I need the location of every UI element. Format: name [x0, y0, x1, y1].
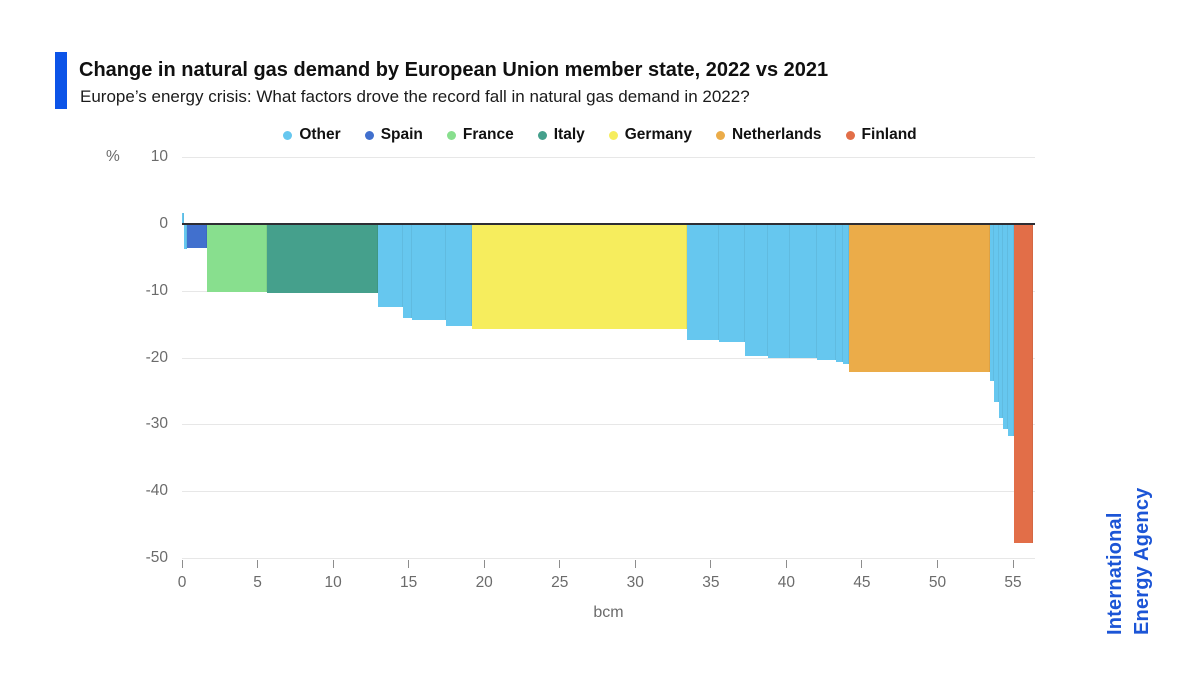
gridline-y--20 [182, 357, 1035, 359]
bar-italy [267, 224, 379, 294]
bar-other [790, 224, 818, 359]
legend-label: Germany [624, 126, 692, 143]
bar-france [206, 224, 268, 293]
bar-other [843, 224, 850, 365]
legend-swatch-icon [715, 130, 725, 140]
title-accent-bar [55, 52, 67, 109]
legend-item-spain: Spain [364, 126, 423, 144]
legend-item-germany: Germany [608, 126, 692, 144]
legend-item-italy: Italy [537, 126, 585, 144]
legend-item-other: Other [283, 126, 341, 144]
iea-wordmark: International Energy Agency [1102, 445, 1158, 635]
zero-line [182, 223, 1035, 225]
bar-other [767, 224, 791, 358]
x-tick-mark [257, 560, 259, 568]
legend-label: Finland [861, 126, 917, 143]
x-tick-mark [710, 560, 712, 568]
legend-swatch-icon [845, 130, 855, 140]
x-tick-label: 50 [928, 574, 947, 591]
bar-other [378, 224, 403, 307]
x-tick-mark [1012, 560, 1014, 568]
x-tick-label: 25 [551, 574, 569, 591]
bar-other [1007, 224, 1014, 437]
x-tick-label: 35 [702, 574, 720, 591]
bar-spain [186, 224, 207, 249]
x-tick-mark [181, 560, 183, 568]
legend-swatch-icon [283, 130, 293, 140]
legend-label: Italy [553, 126, 585, 143]
x-tick-mark [937, 560, 938, 568]
bar-other [446, 224, 473, 327]
x-tick-mark [408, 560, 410, 568]
x-tick-label: 0 [177, 574, 187, 591]
x-tick-mark [861, 560, 863, 568]
bar-other [994, 224, 999, 403]
x-axis-title: bcm [593, 604, 624, 621]
y-tick-label: 10 [150, 148, 168, 166]
bar-other [184, 224, 187, 250]
page-title: Change in natural gas demand by European… [79, 59, 829, 81]
x-tick-mark [559, 560, 561, 568]
legend: Other Spain France Italy Germany Netherlands F… [0, 124, 1200, 146]
legend-swatch-icon [364, 130, 374, 140]
bar-other [687, 224, 720, 340]
x-tick-label: 55 [1004, 574, 1022, 591]
iea-wordmark-line2: Energy Agency [1131, 487, 1153, 635]
x-tick-label: 20 [475, 574, 493, 591]
legend-label: Spain [380, 126, 423, 143]
y-tick-label: -20 [145, 348, 168, 366]
bar-other [989, 224, 995, 381]
bar-other [998, 224, 1004, 418]
x-tick-label: 40 [777, 574, 796, 591]
gridline-y-10 [182, 157, 1035, 159]
bar-other [817, 224, 836, 360]
y-axis-unit-label: % [106, 148, 120, 165]
bar-germany [472, 224, 688, 329]
y-tick-label: -50 [145, 549, 168, 566]
bar-other [182, 212, 185, 224]
x-tick-label: 5 [253, 574, 262, 591]
page-subtitle: Europe’s energy crisis: What factors dro… [80, 87, 750, 106]
y-tick-label: -10 [145, 281, 168, 299]
gridline-y--50 [182, 558, 1035, 559]
bar-other [835, 224, 844, 362]
y-tick-label: 0 [159, 215, 168, 232]
bar-other [719, 224, 745, 343]
bar-other [402, 224, 412, 318]
bar-netherlands [849, 224, 990, 373]
legend-item-finland: Finland [845, 126, 917, 144]
x-tick-mark [785, 560, 787, 568]
bar-other [1003, 224, 1008, 430]
y-tick-label: -30 [145, 415, 168, 433]
y-tick-label: -40 [145, 482, 168, 500]
legend-item-netherlands: Netherlands [715, 126, 822, 144]
legend-swatch-icon [608, 130, 618, 140]
gridline-y--30 [182, 424, 1035, 426]
gridline-y--40 [182, 491, 1035, 493]
legend-swatch-icon [446, 130, 456, 140]
bar-other [744, 224, 768, 357]
iea-wordmark-line1: International [1104, 512, 1126, 635]
plot-area: 10 0 -10 -20 -30 -40 -50 0 5 10 15 20 25 30 35 40 45 50 55… [146, 148, 1035, 621]
legend-label: France [462, 126, 514, 143]
legend-item-france: France [446, 126, 514, 144]
x-tick-label: 45 [853, 574, 871, 591]
x-tick-label: 15 [400, 574, 418, 591]
bar-other [411, 224, 447, 321]
x-tick-label: 30 [626, 574, 644, 591]
x-tick-mark [634, 560, 636, 568]
legend-label: Netherlands [731, 126, 822, 143]
legend-swatch-icon [537, 130, 547, 140]
x-tick-mark [483, 560, 485, 568]
legend-label: Other [299, 126, 341, 143]
bar-finland [1013, 224, 1034, 544]
x-tick-mark [332, 560, 334, 568]
x-tick-label: 10 [324, 574, 342, 591]
